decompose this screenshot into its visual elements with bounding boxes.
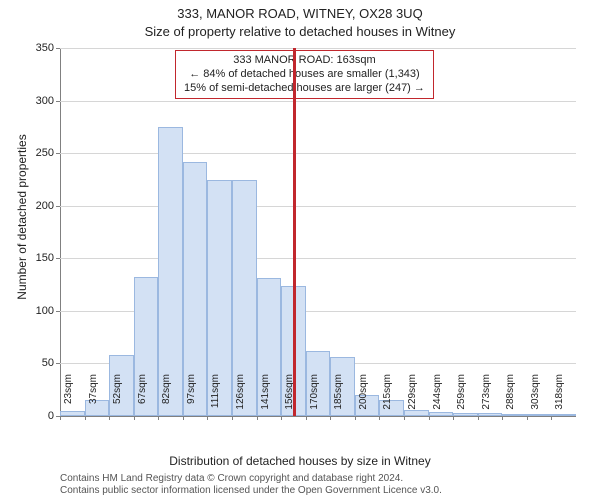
x-tick-label: 244sqm [432,374,443,420]
marker-line [293,48,296,416]
x-tick-mark [60,416,61,420]
x-tick-label: 67sqm [137,374,148,420]
y-tick-label: 350 [36,42,54,54]
x-tick-mark [429,416,430,420]
x-tick-mark [330,416,331,420]
x-tick-label: 303sqm [530,374,541,420]
x-tick-mark [158,416,159,420]
x-tick-label: 97sqm [186,374,197,420]
x-tick-label: 170sqm [309,374,320,420]
x-tick-mark [134,416,135,420]
annotation-line: ← 84% of detached houses are smaller (1,… [184,68,425,82]
x-tick-label: 23sqm [63,374,74,420]
x-tick-label: 126sqm [235,374,246,420]
gridline [60,258,576,259]
title-subtitle: Size of property relative to detached ho… [0,24,600,39]
x-tick-mark [379,416,380,420]
x-tick-mark [551,416,552,420]
x-tick-mark [257,416,258,420]
footer-line: Contains public sector information licen… [60,485,442,497]
x-tick-label: 200sqm [358,374,369,420]
y-tick-label: 150 [36,252,54,264]
x-tick-label: 37sqm [88,374,99,420]
y-tick-label: 300 [36,95,54,107]
annotation-line: 333 MANOR ROAD: 163sqm [184,54,425,68]
x-tick-label: 259sqm [456,374,467,420]
plot-area: 333 MANOR ROAD: 163sqm ← 84% of detached… [60,48,576,416]
title-address: 333, MANOR ROAD, WITNEY, OX28 3UQ [0,6,600,21]
y-tick-mark [56,153,60,154]
x-tick-mark [183,416,184,420]
gridline [60,101,576,102]
y-axis-label: Number of detached properties [15,87,29,347]
x-tick-mark [478,416,479,420]
x-tick-mark [404,416,405,420]
x-tick-mark [109,416,110,420]
y-tick-label: 50 [42,357,54,369]
x-tick-label: 141sqm [260,374,271,420]
x-tick-mark [281,416,282,420]
gridline [60,153,576,154]
x-tick-label: 273sqm [481,374,492,420]
annotation-box: 333 MANOR ROAD: 163sqm ← 84% of detached… [175,50,434,99]
y-tick-label: 0 [48,410,54,422]
x-tick-mark [502,416,503,420]
y-tick-label: 250 [36,147,54,159]
x-tick-label: 288sqm [505,374,516,420]
y-tick-mark [56,206,60,207]
chart-container: 333, MANOR ROAD, WITNEY, OX28 3UQ Size o… [0,0,600,500]
y-tick-mark [56,258,60,259]
y-tick-mark [56,48,60,49]
x-tick-mark [232,416,233,420]
x-tick-label: 215sqm [382,374,393,420]
gridline [60,48,576,49]
x-tick-label: 185sqm [333,374,344,420]
x-tick-mark [207,416,208,420]
x-tick-mark [355,416,356,420]
footer-attribution: Contains HM Land Registry data © Crown c… [60,473,442,497]
y-tick-label: 100 [36,305,54,317]
x-tick-label: 229sqm [407,374,418,420]
x-tick-label: 318sqm [554,374,565,420]
gridline [60,206,576,207]
x-tick-mark [306,416,307,420]
x-tick-mark [85,416,86,420]
x-axis-label: Distribution of detached houses by size … [0,454,600,468]
x-tick-mark [453,416,454,420]
histogram-bar [158,127,183,416]
x-tick-label: 111sqm [210,374,221,420]
x-tick-label: 52sqm [112,374,123,420]
y-tick-mark [56,363,60,364]
y-tick-mark [56,101,60,102]
x-tick-label: 82sqm [161,374,172,420]
y-tick-label: 200 [36,200,54,212]
x-tick-mark [527,416,528,420]
footer-line: Contains HM Land Registry data © Crown c… [60,473,442,485]
y-tick-mark [56,311,60,312]
y-axis-line [60,48,61,416]
annotation-line: 15% of semi-detached houses are larger (… [184,82,425,96]
